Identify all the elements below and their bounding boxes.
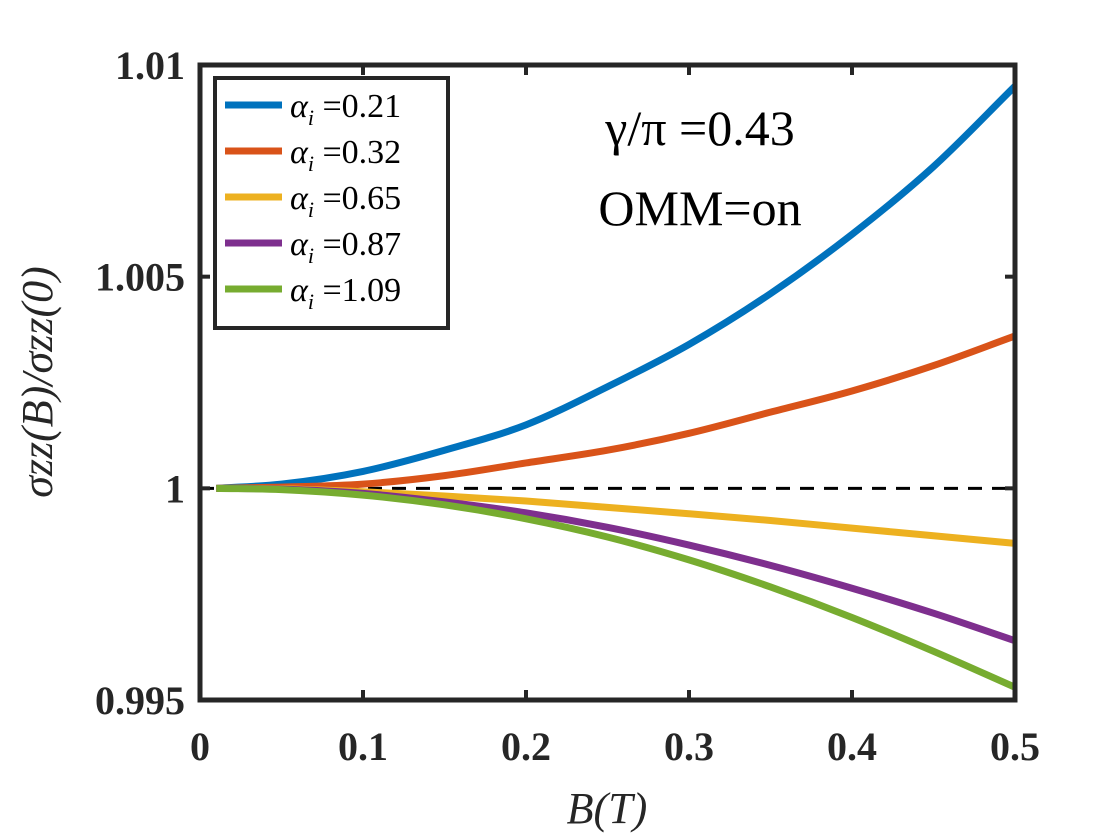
plot-frame xyxy=(197,62,1018,703)
x-tick-label-2: 0.1 xyxy=(338,724,388,769)
legend-label-4: αi =0.87 xyxy=(290,226,401,268)
tick-layer: 0 0.1 0.2 0.3 0.4 0.5 0.995 1 1.005 1.01 xyxy=(95,43,1040,769)
x-tick-label-4: 0.3 xyxy=(664,724,714,769)
series-layer xyxy=(216,83,1018,691)
y-tick-label-4: 1.01 xyxy=(115,43,185,88)
series-line-5 xyxy=(216,484,1017,691)
y-tick-label-3: 1.005 xyxy=(95,255,185,300)
annotation-omm: OMM=on xyxy=(598,180,801,236)
legend-label-3: αi =0.65 xyxy=(290,180,401,222)
series-line-1 xyxy=(216,83,1018,492)
legend-label-1: αi =0.21 xyxy=(290,88,401,130)
legend-label-5: αi =1.09 xyxy=(290,272,401,314)
annotation-gamma: γ/π =0.43 xyxy=(604,100,794,156)
x-axis-label: B(T) xyxy=(567,784,648,833)
y-tick-label-2: 1 xyxy=(165,466,185,511)
x-tick-label-6: 0.5 xyxy=(990,724,1040,769)
legend-label-2: αi =0.32 xyxy=(290,134,401,176)
x-tick-label-3: 0.2 xyxy=(501,724,551,769)
x-tick-label-1: 0 xyxy=(190,724,210,769)
x-tick-label-5: 0.4 xyxy=(827,724,877,769)
series-line-2 xyxy=(216,332,1017,492)
legend-box xyxy=(213,76,450,330)
y-axis-label: σzz(B)/σzz(0) xyxy=(13,266,62,498)
y-tick-label-1: 0.995 xyxy=(95,678,185,723)
